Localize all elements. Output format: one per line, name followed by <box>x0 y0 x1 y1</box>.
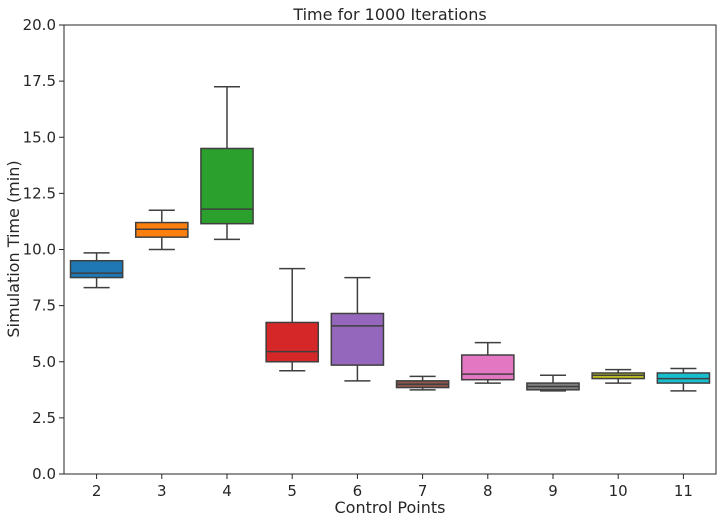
x-tick-label: 9 <box>548 482 558 500</box>
box-iqr <box>265 321 320 363</box>
plot-frame <box>63 24 717 475</box>
box-iqr <box>460 354 515 381</box>
y-tick-label: 20.0 <box>23 16 56 34</box>
y-axis-label: Simulation Time (min) <box>4 160 23 337</box>
x-axis: 2 3 4 5 6 7 8 9 10 11 <box>92 474 693 500</box>
x-tick-label: 7 <box>418 482 428 500</box>
plot-area <box>69 85 711 392</box>
x-tick-label: 4 <box>222 482 232 500</box>
y-tick-label: 15.0 <box>23 128 56 146</box>
box-2 <box>69 252 124 289</box>
x-axis-label: Control Points <box>335 498 446 517</box>
y-axis: 0.0 2.5 5.0 7.5 10.0 12.5 15.0 17.5 20.0 <box>23 16 64 483</box>
box-iqr <box>200 147 254 225</box>
y-tick-label: 7.5 <box>32 297 56 315</box>
box-9 <box>526 374 580 392</box>
box-6 <box>330 276 385 382</box>
box-10 <box>591 368 646 384</box>
y-tick-label: 2.5 <box>32 409 56 427</box>
box-iqr <box>69 259 124 279</box>
y-tick-label: 0.0 <box>32 465 56 483</box>
x-tick-label: 10 <box>609 482 628 500</box>
y-tick-label: 10.0 <box>23 241 56 259</box>
y-tick-label: 12.5 <box>23 184 56 202</box>
x-tick-label: 6 <box>353 482 363 500</box>
x-tick-label: 5 <box>287 482 297 500</box>
box-iqr <box>330 312 385 366</box>
box-7 <box>395 375 450 391</box>
y-tick-label: 17.5 <box>23 72 56 90</box>
x-tick-label: 3 <box>157 482 167 500</box>
box-8 <box>460 341 515 384</box>
x-tick-label: 8 <box>483 482 493 500</box>
box-11 <box>656 367 711 392</box>
box-4 <box>200 85 254 241</box>
box-5 <box>265 267 320 372</box>
box-3 <box>134 209 189 251</box>
y-tick-label: 5.0 <box>32 353 56 371</box>
chart-title: Time for 1000 Iterations <box>292 5 486 24</box>
x-tick-label: 2 <box>92 482 102 500</box>
x-tick-label: 11 <box>674 482 693 500</box>
